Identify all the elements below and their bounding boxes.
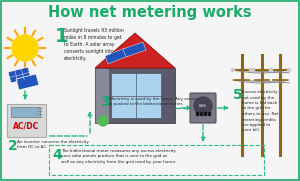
FancyBboxPatch shape [11,106,40,117]
Circle shape [269,68,272,71]
Text: AC/DC: AC/DC [13,121,39,131]
Circle shape [232,68,235,71]
Polygon shape [16,74,39,90]
Circle shape [269,68,272,71]
Text: 4: 4 [52,148,62,162]
Text: How net metering works: How net metering works [48,5,252,20]
Circle shape [12,35,38,61]
Circle shape [194,97,212,115]
Text: The bidirectional meter measures any excess electricity
your solar panels produc: The bidirectional meter measures any exc… [61,149,176,164]
FancyBboxPatch shape [7,104,46,136]
Text: 1: 1 [55,27,69,46]
FancyBboxPatch shape [190,93,216,123]
FancyBboxPatch shape [95,68,109,123]
Circle shape [251,68,254,71]
Text: 3: 3 [100,95,110,109]
Text: kWh: kWh [199,104,207,108]
FancyBboxPatch shape [95,68,175,123]
Text: Sunlight travels 93 million
miles in 8 minutes to get
to Earth. A solar array
co: Sunlight travels 93 million miles in 8 m… [64,28,124,61]
Text: 2: 2 [8,139,18,153]
FancyBboxPatch shape [196,112,199,116]
Text: An inverter converts the electricity
from DC to AC.: An inverter converts the electricity fro… [17,140,89,150]
Circle shape [98,116,108,126]
FancyBboxPatch shape [200,112,203,116]
Circle shape [287,68,290,71]
FancyBboxPatch shape [111,73,161,118]
Polygon shape [95,33,175,68]
Polygon shape [8,67,31,83]
Polygon shape [123,42,146,57]
Circle shape [250,68,253,71]
Text: Electricity is used by the home. Any excess
is pushed to the bidirectional meter: Electricity is used by the home. Any exc… [109,97,198,106]
FancyBboxPatch shape [208,112,211,116]
Polygon shape [105,48,128,64]
Text: Excess electricity
not used by the
home is fed back
to the grid for
others to us: Excess electricity not used by the home … [242,90,279,132]
Text: 5: 5 [233,88,243,102]
FancyBboxPatch shape [204,112,207,116]
